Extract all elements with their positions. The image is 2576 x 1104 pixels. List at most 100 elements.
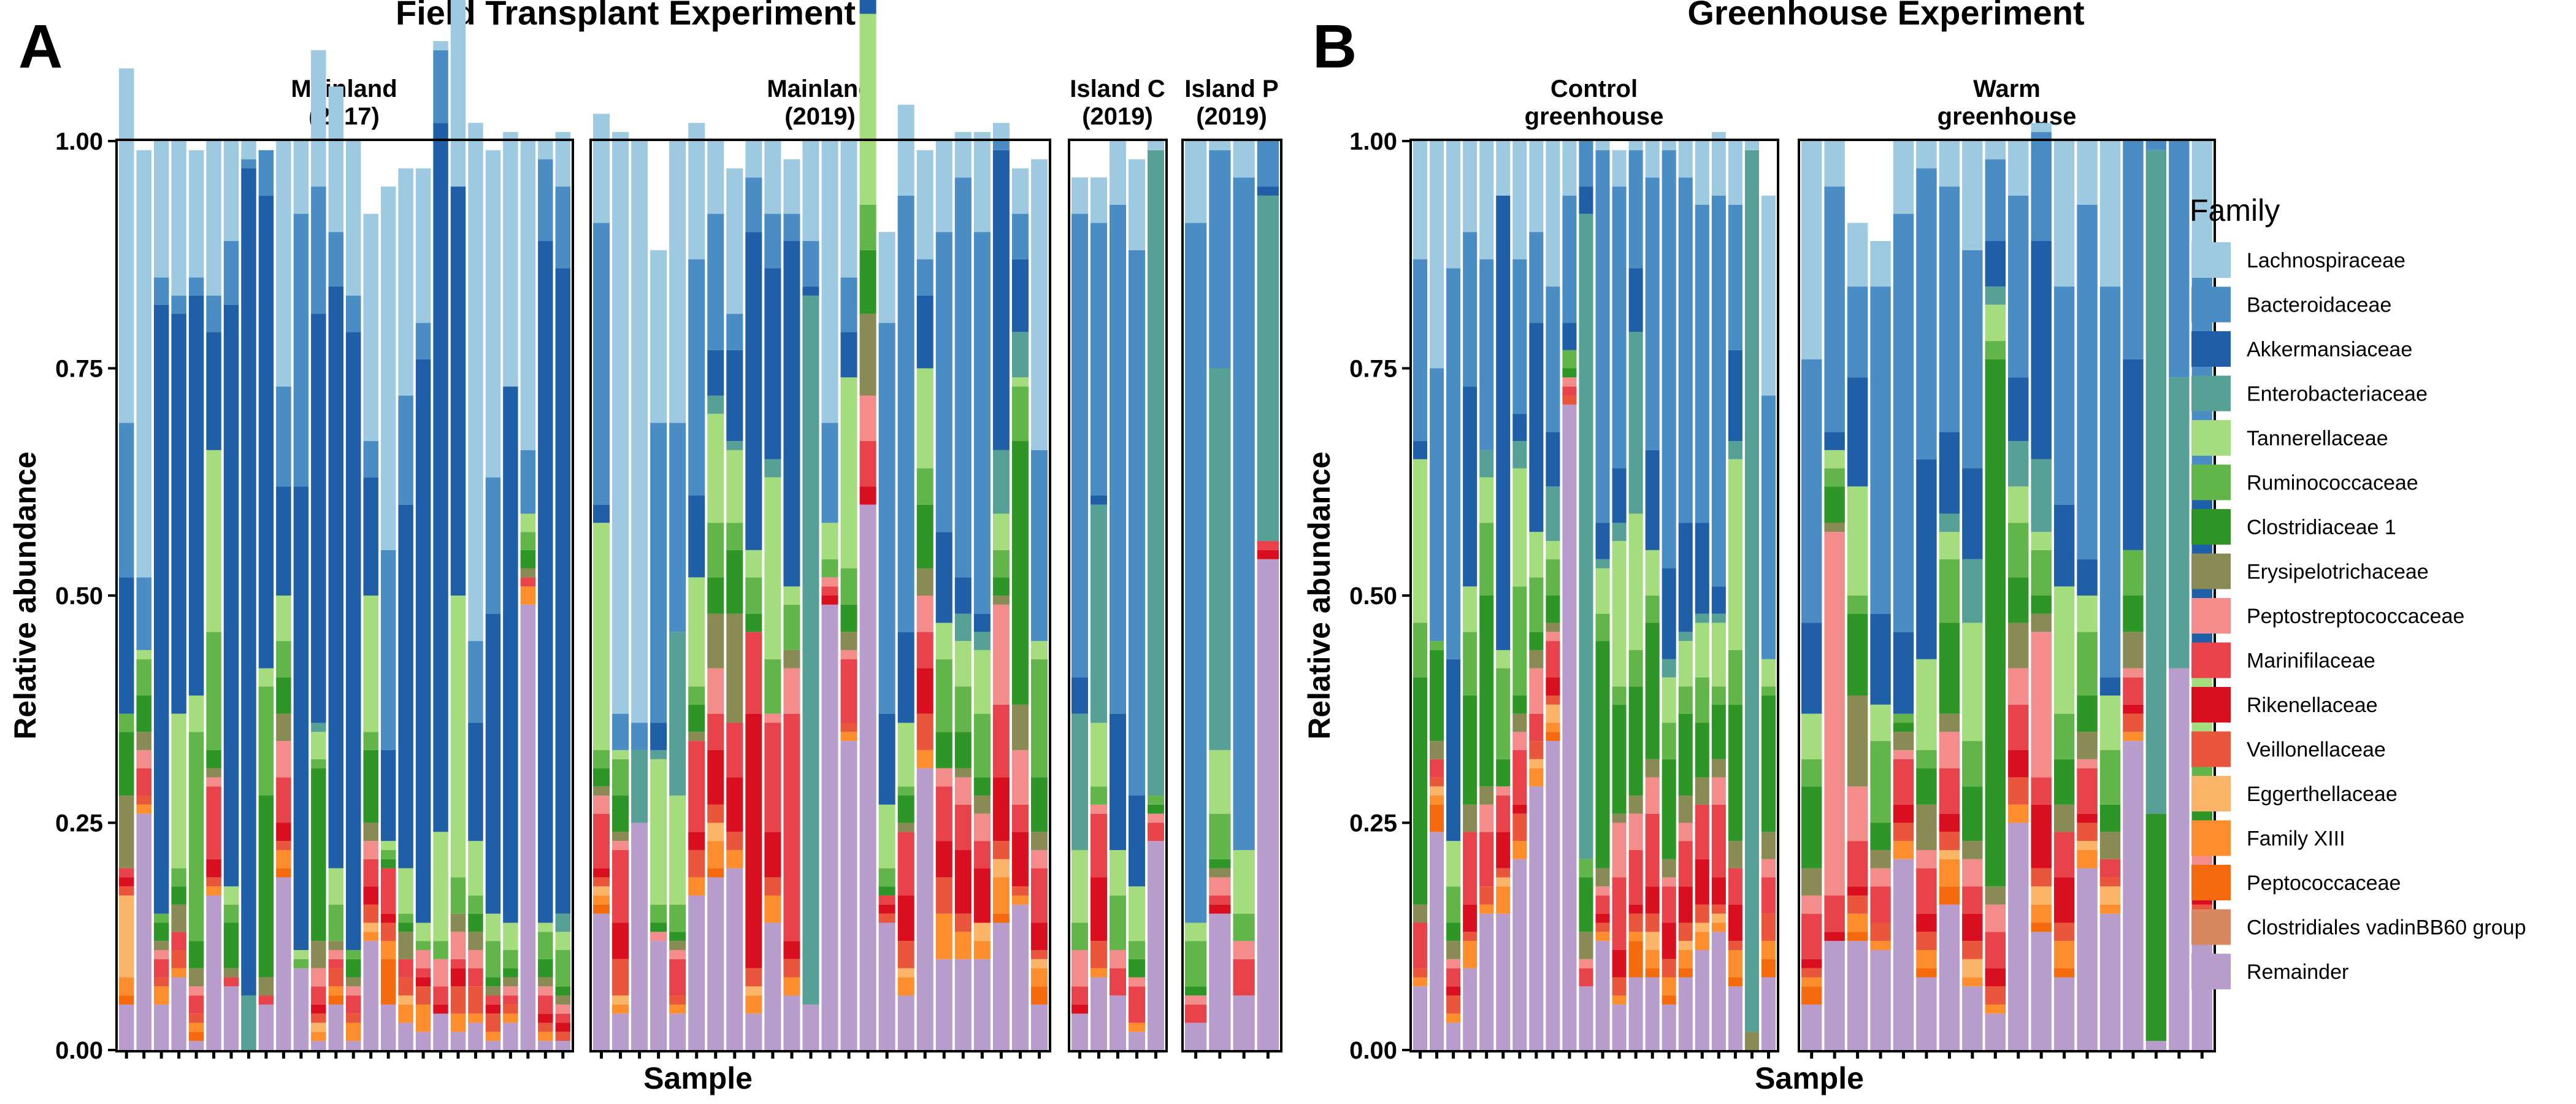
bar-segment-family-xiii xyxy=(1678,949,1693,968)
bar-segment-clostridiaceae-1 xyxy=(707,577,724,614)
bar-segment-clostridiaceae-1 xyxy=(136,696,151,732)
bar-segment-erysipelotrichaceae xyxy=(1662,859,1676,878)
bar-segment-clostridiaceae-1 xyxy=(1413,677,1428,905)
bar-segment-peptostreptococcaceae xyxy=(153,949,169,959)
bar-segment-clostridiaceae-1 xyxy=(1824,486,1845,523)
bar-segment-clostridiaceae-1 xyxy=(2053,759,2075,805)
bar-segment-remainder xyxy=(1662,1004,1676,1050)
bar-segment-bacteroidaceae xyxy=(764,213,781,269)
bar-segment-marinifilaceae xyxy=(1916,868,1937,914)
bar-segment-bacteroidaceae xyxy=(821,423,838,523)
bar-segment-akkermansiaceae xyxy=(293,486,309,950)
bar-segment-akkermansiaceae xyxy=(840,332,857,378)
bar-segment-enterobacteriaceae xyxy=(2031,459,2052,532)
bar-segment-remainder xyxy=(520,604,536,1050)
bar-segment-lachnospiraceae xyxy=(1628,141,1643,150)
bar-segment-enterobacteriaceae xyxy=(1612,523,1627,542)
bar-segment-peptococcaceae xyxy=(328,995,343,1005)
bar-segment-bacteroidaceae xyxy=(612,713,629,750)
bar-segment-rikenellaceae xyxy=(1645,886,1660,914)
bar-segment-peptostreptococcaceae xyxy=(503,986,518,996)
bar-segment-akkermansiaceae xyxy=(1595,523,1610,559)
bar-segment-lachnospiraceae xyxy=(241,141,256,159)
bar-segment-bacteroidaceae xyxy=(1645,177,1660,450)
bar-segment-veillonellaceae xyxy=(669,995,686,1005)
bar-segment-marinifilaceae xyxy=(380,868,396,914)
bar-segment-rikenellaceae xyxy=(1985,968,2006,987)
bar-segment-family-xiii xyxy=(188,1022,204,1032)
bar-segment-erysipelotrichaceae xyxy=(726,613,743,723)
bar-segment-erysipelotrichaceae xyxy=(1011,704,1029,750)
bar-segment-tannerellaceae xyxy=(1595,568,1610,614)
bar-segment-ruminococcaceae xyxy=(398,913,413,923)
bar-segment-eggerthellaceae xyxy=(1645,932,1660,950)
bar-segment-marinifilaceae xyxy=(612,849,629,923)
bar-segment-eggerthellaceae xyxy=(1695,922,1709,932)
bar-segment-rikenellaceae xyxy=(311,1004,326,1014)
bar-segment-remainder xyxy=(878,922,895,1050)
bar-segment-remainder xyxy=(1562,404,1577,1050)
bar-segment-eggerthellaceae xyxy=(992,859,1010,878)
bar-segment-bacteroidaceae xyxy=(992,141,1010,150)
bar-segment-tannerellaceae xyxy=(1628,513,1643,650)
bar-segment-family-xiii xyxy=(1847,913,1868,932)
bar-segment-akkermansiaceae xyxy=(1628,268,1643,332)
bar-segment-clostridiaceae-1 xyxy=(745,613,762,632)
bar-segment-peptostreptococcaceae xyxy=(136,749,151,769)
bar-segment-tannerellaceae xyxy=(1847,486,1868,596)
bar-segment-erysipelotrichaceae xyxy=(223,968,239,978)
bar-segment-clostridiaceae-1 xyxy=(1030,777,1048,832)
bar-segment-bacteroidaceae xyxy=(398,395,413,505)
bar-segment-family-xiii xyxy=(538,1032,553,1041)
bar-segment-marinifilaceae xyxy=(1529,713,1544,742)
bar-segment-veillonellaceae xyxy=(1628,913,1643,932)
bar-segment-remainder xyxy=(1962,986,1983,1050)
bar-segment-erysipelotrichaceae xyxy=(503,977,518,987)
legend-swatch-tannerellaceae xyxy=(2191,420,2231,456)
bar-segment-bacteroidaceae xyxy=(1512,259,1527,414)
bar-segment-rikenellaceae xyxy=(783,941,800,959)
bar-segment-peptostreptococcaceae xyxy=(1446,959,1461,968)
bar-segment-remainder xyxy=(859,504,876,1050)
bar-segment-lachnospiraceae xyxy=(380,186,396,550)
bar-segment-bacteroidaceae xyxy=(802,241,819,287)
bar-segment-rikenellaceae xyxy=(2031,804,2052,868)
bar-segment-peptococcaceae xyxy=(276,868,291,878)
bar-segment-ruminococcaceae xyxy=(1479,523,1494,596)
bar-segment-family-xiii xyxy=(2008,804,2029,823)
bar-segment-eggerthellaceae xyxy=(612,995,629,1005)
bar-segment-erysipelotrichaceae xyxy=(555,995,570,1005)
bar-segment-remainder xyxy=(612,1013,629,1050)
bar-segment-clostridiaceae-1 xyxy=(206,749,221,769)
bar-segment-clostridiaceae-1 xyxy=(2077,696,2098,732)
bar-segment-marinifilaceae xyxy=(916,632,933,669)
bar-segment-clostridiaceae-1 xyxy=(1761,696,1776,832)
bar-segment-veillonellaceae xyxy=(1711,904,1726,914)
bar-segment-erysipelotrichaceae xyxy=(2031,613,2052,632)
bar-segment-lachnospiraceae xyxy=(1148,141,1164,150)
bar-segment-peptostreptococcaceae xyxy=(821,577,838,587)
bar-segment-rikenellaceae xyxy=(897,895,914,941)
bar-segment-veillonellaceae xyxy=(783,959,800,978)
bar-segment-tannerellaceae xyxy=(206,450,221,632)
bar-segment-rikenellaceae xyxy=(878,904,895,914)
bar-segment-bacteroidaceae xyxy=(650,423,667,723)
bar-segment-tannerellaceae xyxy=(612,749,629,759)
bar-segment-erysipelotrichaceae xyxy=(1546,623,1560,632)
bar-segment-family-xiii xyxy=(1546,723,1560,732)
bar-segment-erysipelotrichaceae xyxy=(538,977,553,987)
bar-segment-ruminococcaceae xyxy=(293,959,309,968)
bar-segment-peptococcaceae xyxy=(380,959,396,1005)
bar-segment-ruminococcaceae xyxy=(1645,596,1660,623)
bar-segment-veillonellaceae xyxy=(1695,904,1709,923)
bar-segment-akkermansiaceae xyxy=(878,713,895,805)
bar-segment-family-xiii xyxy=(450,1013,466,1032)
bar-segment-peptococcaceae xyxy=(992,913,1010,923)
bar-segment-bacteroidaceae xyxy=(954,177,972,578)
x-tick-marks xyxy=(125,1050,2204,1059)
bar-segment-ruminococcaceae xyxy=(897,786,914,796)
bar-segment-tannerellaceae xyxy=(1233,849,1255,914)
bar-segment-ruminococcaceae xyxy=(1628,650,1643,687)
bar-segment-remainder xyxy=(1446,1022,1461,1050)
bar-segment-remainder xyxy=(2053,977,2075,1050)
